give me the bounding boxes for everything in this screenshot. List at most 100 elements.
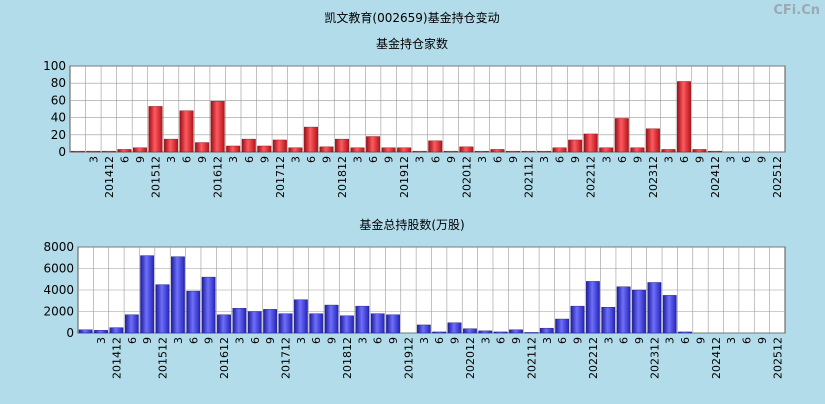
shares-bar	[539, 327, 554, 334]
count-bar	[195, 142, 210, 153]
count-x-tick-label: 6	[181, 156, 194, 163]
count-x-tick-label: 6	[491, 156, 504, 163]
shares-x-tick-label: 9	[510, 337, 523, 344]
chart2-title: 基金总持股数(万股)	[359, 217, 464, 232]
shares-x-tick-label: 201912	[402, 337, 415, 379]
count-x-tick-label: 3	[600, 156, 613, 163]
count-y-tick-label: 100	[43, 59, 66, 73]
shares-x-tick-label: 3	[479, 337, 492, 344]
count-x-tick-label: 3	[476, 156, 489, 163]
shares-bar	[555, 318, 570, 334]
count-bar	[614, 118, 629, 153]
count-x-tick-label: 9	[383, 156, 396, 163]
count-bar	[70, 150, 85, 153]
shares-x-tick-label: 9	[756, 337, 769, 344]
shares-y-tick-label: 8000	[43, 240, 74, 254]
count-bar	[661, 149, 676, 153]
shares-bar	[124, 314, 139, 334]
count-bar	[101, 150, 116, 153]
count-bar	[676, 81, 691, 153]
shares-x-tick-label: 3	[541, 337, 554, 344]
shares-bar	[524, 332, 539, 334]
count-bar	[568, 139, 583, 153]
count-bar	[537, 150, 552, 153]
shares-bar	[447, 322, 462, 334]
shares-x-tick-label: 9	[633, 337, 646, 344]
count-bar	[692, 149, 707, 153]
shares-bar	[632, 289, 646, 334]
shares-bar	[263, 309, 278, 334]
count-x-tick-label: 201612	[212, 156, 225, 198]
shares-x-tick-label: 201612	[218, 337, 231, 379]
count-bar	[257, 145, 272, 153]
shares-x-tick-label: 6	[556, 337, 569, 344]
count-bar	[459, 146, 474, 153]
shares-bar	[140, 255, 155, 334]
count-bar	[350, 147, 365, 153]
shares-bar	[155, 284, 170, 334]
count-x-tick-label: 202412	[709, 156, 722, 198]
shares-x-tick-label: 202312	[648, 337, 661, 379]
count-x-tick-label: 6	[118, 156, 131, 163]
shares-y-tick-label: 6000	[43, 262, 74, 276]
shares-bar	[109, 327, 124, 334]
count-bar	[335, 138, 349, 153]
count-y-tick-label: 40	[51, 111, 66, 125]
shares-x-tick-label: 201512	[157, 337, 170, 379]
count-bar	[521, 150, 536, 153]
shares-bar	[662, 295, 677, 334]
count-x-tick-label: 9	[445, 156, 458, 163]
shares-x-tick-label: 202212	[587, 337, 600, 379]
count-bar	[428, 140, 443, 153]
shares-bar	[309, 313, 324, 334]
count-y-tick-label: 60	[51, 93, 66, 107]
shares-x-tick-label: 6	[187, 337, 200, 344]
count-bar	[319, 146, 334, 153]
count-x-tick-label: 9	[134, 156, 147, 163]
shares-bar	[493, 331, 508, 334]
shares-bar	[616, 286, 631, 334]
shares-bar	[217, 314, 231, 334]
shares-bar	[509, 329, 523, 334]
count-bar	[132, 147, 147, 153]
count-bar	[645, 128, 660, 153]
shares-x-tick-label: 3	[418, 337, 431, 344]
shares-bar	[570, 305, 585, 334]
count-x-tick-label: 6	[554, 156, 567, 163]
count-x-tick-label: 201812	[336, 156, 349, 198]
shares-bar	[647, 282, 662, 334]
count-bar	[164, 138, 179, 153]
shares-x-tick-label: 202512	[771, 337, 784, 379]
shares-x-tick-label: 3	[233, 337, 246, 344]
count-x-tick-label: 9	[320, 156, 333, 163]
shares-bar	[463, 328, 477, 334]
shares-x-tick-label: 6	[495, 337, 508, 344]
shares-x-tick-label: 9	[572, 337, 585, 344]
count-bar	[210, 101, 225, 153]
shares-y-tick-label: 0	[66, 326, 74, 340]
count-x-tick-label: 9	[569, 156, 582, 163]
count-bar	[443, 150, 458, 153]
count-bar	[506, 150, 520, 153]
shares-x-tick-label: 3	[172, 337, 185, 344]
shares-x-tick-label: 6	[372, 337, 385, 344]
count-x-tick-label: 3	[289, 156, 302, 163]
count-x-tick-label: 3	[352, 156, 365, 163]
shares-x-tick-label: 6	[741, 337, 754, 344]
shares-bar	[201, 276, 216, 334]
shares-x-tick-label: 9	[203, 337, 216, 344]
shares-x-tick-label: 9	[264, 337, 277, 344]
shares-bar	[601, 307, 616, 334]
count-bar	[412, 150, 427, 153]
shares-y-tick-label: 4000	[43, 283, 74, 297]
shares-bar	[370, 313, 385, 334]
count-x-tick-label: 202512	[771, 156, 784, 198]
shares-bar	[278, 313, 293, 334]
count-x-tick-label: 9	[507, 156, 520, 163]
shares-x-tick-label: 9	[449, 337, 462, 344]
shares-x-tick-label: 201412	[110, 337, 123, 379]
shares-x-tick-label: 9	[694, 337, 707, 344]
